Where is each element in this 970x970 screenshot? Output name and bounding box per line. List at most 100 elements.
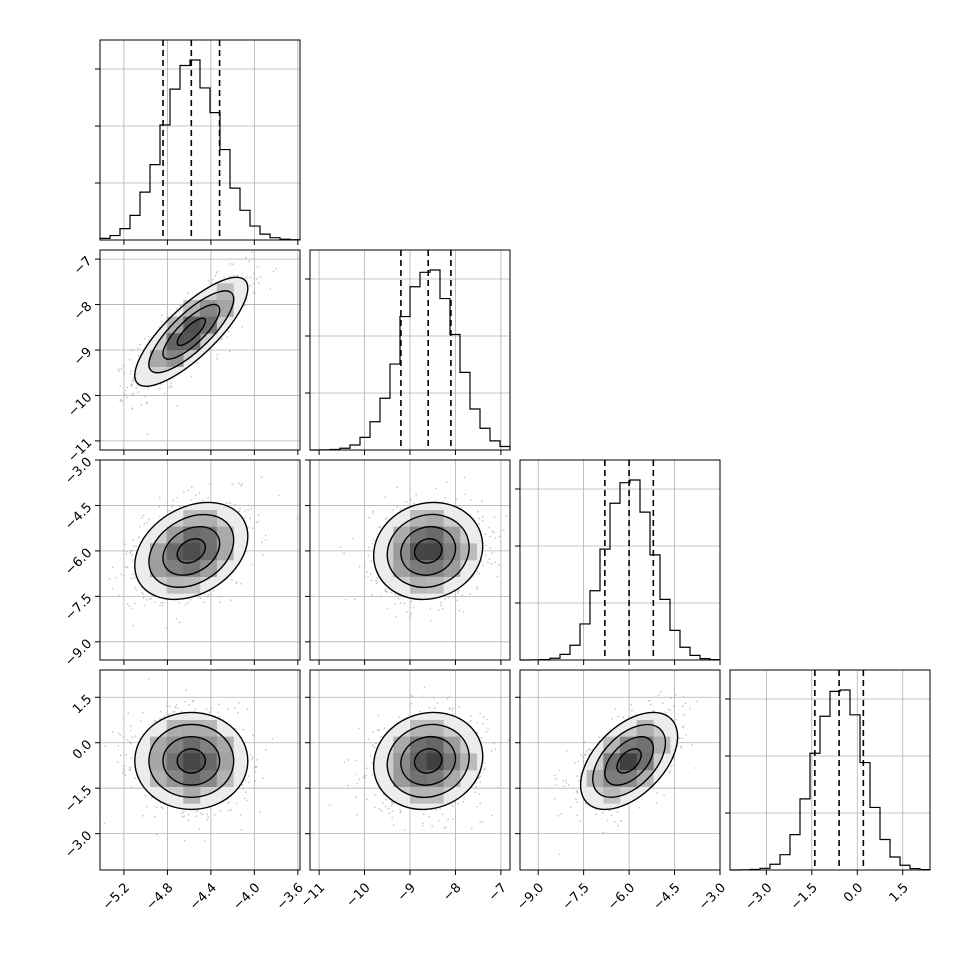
density-cell (216, 526, 234, 544)
sample-point (429, 608, 432, 611)
sample-point (132, 573, 134, 576)
sample-point (251, 251, 254, 254)
sample-point (510, 744, 512, 746)
sample-point (259, 275, 262, 278)
sample-point (482, 564, 484, 567)
sample-point (172, 499, 175, 502)
sample-point (479, 781, 482, 783)
sample-point (174, 706, 177, 709)
sample-point (218, 601, 221, 604)
sample-point (165, 705, 168, 707)
sample-point (385, 798, 387, 801)
sample-point (147, 387, 150, 389)
sample-point (476, 588, 479, 590)
sample-point (564, 779, 567, 781)
sample-point (160, 601, 163, 604)
x-tick-label: −11 (298, 880, 328, 910)
sample-point (188, 704, 190, 706)
y-tick-label: 1.5 (70, 692, 95, 717)
contour-line (134, 276, 249, 388)
density-cell (393, 560, 411, 577)
x-tick-label: 1.5 (887, 880, 912, 905)
sample-point (452, 805, 454, 808)
sample-point (206, 813, 209, 816)
sample-point (595, 813, 597, 816)
sample-point (649, 703, 652, 706)
sample-point (365, 767, 368, 770)
sample-point (558, 769, 561, 772)
x-tick-label: −7.5 (560, 880, 593, 913)
sample-point (252, 272, 255, 275)
sample-point (195, 708, 197, 711)
sample-point (583, 740, 586, 743)
sample-point (674, 693, 677, 696)
sample-point (218, 715, 221, 718)
sample-point (461, 594, 464, 597)
contour-line (134, 501, 249, 601)
sample-point (394, 593, 397, 596)
sample-point (399, 508, 402, 511)
sample-point (386, 607, 389, 610)
sample-point (371, 594, 373, 596)
sample-point (439, 808, 442, 810)
sample-point (158, 515, 161, 518)
sample-point (142, 596, 145, 599)
sample-point (139, 720, 142, 722)
sample-point (126, 603, 129, 605)
sample-point (481, 520, 484, 522)
sample-point (657, 694, 660, 697)
sample-point (613, 821, 616, 823)
sample-point (245, 277, 248, 279)
sample-point (198, 492, 201, 495)
sample-point (477, 510, 479, 513)
sample-point (565, 781, 568, 784)
sample-point (399, 601, 402, 604)
sample-point (251, 563, 253, 566)
histogram-1 (309, 269, 511, 451)
density-cell (166, 350, 184, 367)
density-content (310, 460, 510, 660)
sample-point (175, 704, 178, 706)
sample-point (371, 731, 374, 733)
sample-point (167, 387, 170, 389)
density-cell (636, 770, 654, 787)
sample-point (213, 813, 216, 816)
sample-point (177, 707, 179, 710)
density-cell (410, 543, 427, 561)
sample-point (137, 391, 140, 393)
sample-point (246, 708, 249, 711)
sample-point (142, 514, 145, 517)
sample-point (216, 358, 219, 360)
sample-point (484, 768, 486, 770)
sample-point (428, 707, 431, 709)
sample-point (216, 353, 219, 356)
density-cell (166, 736, 184, 754)
sample-point (129, 766, 131, 769)
sample-point (161, 604, 164, 607)
panel-frame (99, 669, 301, 871)
density-cell (166, 753, 184, 771)
sample-point (253, 292, 256, 295)
sample-point (132, 624, 135, 627)
density-cell (410, 576, 427, 594)
sample-point (199, 812, 202, 815)
sample-point (554, 784, 557, 786)
sample-point (182, 811, 185, 813)
sample-point (211, 278, 214, 281)
sample-point (252, 734, 255, 737)
sample-point (422, 822, 424, 824)
sample-point (690, 743, 693, 746)
sample-point (233, 274, 235, 277)
sample-point (371, 773, 374, 776)
sample-point (355, 796, 357, 798)
sample-point (367, 576, 369, 579)
sample-point (668, 772, 671, 774)
sample-point (120, 573, 122, 576)
sample-point (363, 565, 366, 567)
sample-point (175, 308, 178, 310)
sample-point (437, 819, 440, 822)
density-cells (393, 510, 477, 594)
density-cell (636, 720, 654, 737)
sample-point (403, 602, 406, 605)
sample-point (400, 810, 402, 813)
